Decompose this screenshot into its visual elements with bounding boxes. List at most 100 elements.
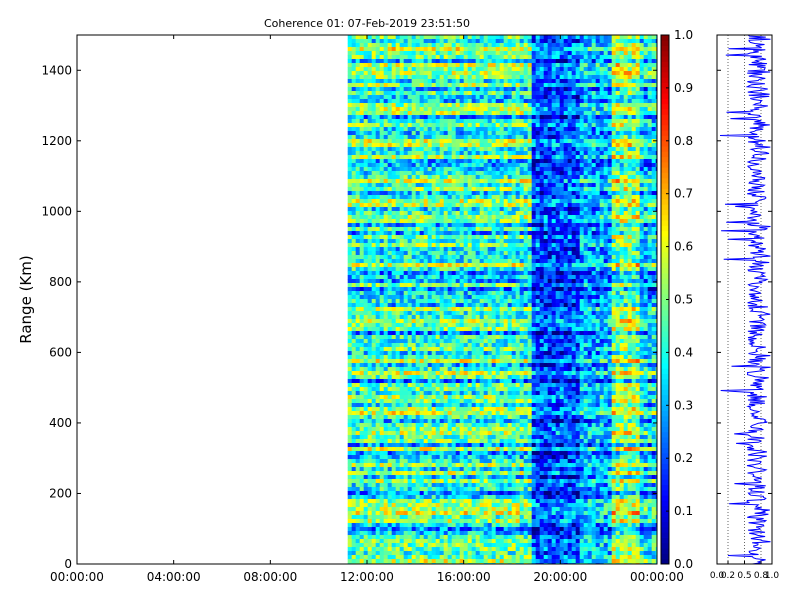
heatmap-cell bbox=[483, 127, 488, 132]
heatmap-cell bbox=[455, 251, 460, 256]
heatmap-cell bbox=[423, 199, 428, 204]
heatmap-cell bbox=[411, 367, 416, 372]
heatmap-cell bbox=[383, 291, 388, 296]
heatmap-cell bbox=[395, 295, 400, 300]
heatmap-cell bbox=[407, 503, 412, 508]
heatmap-cell bbox=[403, 159, 408, 164]
heatmap-cell bbox=[447, 559, 452, 564]
heatmap-cell bbox=[367, 63, 372, 68]
heatmap-cell bbox=[371, 227, 376, 232]
heatmap-cell bbox=[459, 47, 464, 52]
heatmap-cell bbox=[371, 143, 376, 148]
heatmap-cell bbox=[387, 39, 392, 44]
heatmap-cell bbox=[491, 63, 496, 68]
heatmap-cell bbox=[427, 131, 432, 136]
heatmap-cell bbox=[467, 463, 472, 468]
heatmap-cell bbox=[451, 191, 456, 196]
heatmap-cell bbox=[355, 531, 360, 536]
heatmap-cell bbox=[443, 263, 448, 268]
heatmap-cell bbox=[399, 123, 404, 128]
heatmap-cell bbox=[391, 311, 396, 316]
heatmap-cell bbox=[443, 143, 448, 148]
heatmap-cell bbox=[471, 259, 476, 264]
heatmap-cell bbox=[347, 255, 352, 260]
heatmap-cell bbox=[471, 523, 476, 528]
heatmap-cell bbox=[475, 399, 480, 404]
heatmap-cell bbox=[435, 547, 440, 552]
heatmap-cell bbox=[367, 483, 372, 488]
heatmap-cell bbox=[443, 483, 448, 488]
heatmap-cell bbox=[487, 251, 492, 256]
heatmap-cell bbox=[355, 355, 360, 360]
heatmap-cell bbox=[483, 91, 488, 96]
heatmap-cell bbox=[451, 547, 456, 552]
heatmap-cell bbox=[375, 343, 380, 348]
heatmap-cell bbox=[463, 267, 468, 272]
heatmap-cell bbox=[435, 291, 440, 296]
heatmap-cell bbox=[423, 331, 428, 336]
heatmap-cell bbox=[479, 343, 484, 348]
heatmap-cell bbox=[431, 299, 436, 304]
heatmap-cell bbox=[403, 351, 408, 356]
heatmap-cell bbox=[495, 155, 500, 160]
heatmap-cell bbox=[467, 483, 472, 488]
heatmap-cell bbox=[399, 463, 404, 468]
heatmap-cell bbox=[395, 315, 400, 320]
heatmap-cell bbox=[403, 299, 408, 304]
heatmap-cell bbox=[399, 227, 404, 232]
heatmap-cell bbox=[379, 527, 384, 532]
heatmap-cell bbox=[439, 315, 444, 320]
heatmap-cell bbox=[411, 439, 416, 444]
heatmap-cell bbox=[391, 319, 396, 324]
heatmap-cell bbox=[395, 375, 400, 380]
heatmap-cell bbox=[347, 119, 352, 124]
heatmap-cell bbox=[347, 131, 352, 136]
heatmap-cell bbox=[363, 527, 368, 532]
heatmap-cell bbox=[367, 283, 372, 288]
heatmap-cell bbox=[483, 359, 488, 364]
heatmap-cell bbox=[411, 283, 416, 288]
heatmap-cell bbox=[411, 347, 416, 352]
heatmap-cell bbox=[383, 279, 388, 284]
heatmap-cell bbox=[459, 519, 464, 524]
heatmap-cell bbox=[471, 559, 476, 564]
heatmap-cell bbox=[435, 467, 440, 472]
heatmap-cell bbox=[451, 251, 456, 256]
heatmap-cell bbox=[423, 159, 428, 164]
heatmap-cell bbox=[399, 119, 404, 124]
heatmap-cell bbox=[347, 115, 352, 120]
heatmap-cell bbox=[435, 503, 440, 508]
heatmap-cell bbox=[463, 183, 468, 188]
heatmap-cell bbox=[347, 291, 352, 296]
heatmap-cell bbox=[435, 335, 440, 340]
heatmap-cell bbox=[359, 403, 364, 408]
heatmap-cell bbox=[455, 259, 460, 264]
heatmap-cell bbox=[371, 115, 376, 120]
heatmap-cell bbox=[443, 535, 448, 540]
heatmap-cell bbox=[435, 195, 440, 200]
heatmap-cell bbox=[471, 475, 476, 480]
heatmap-cell bbox=[431, 79, 436, 84]
heatmap-cell bbox=[443, 463, 448, 468]
heatmap-cell bbox=[395, 179, 400, 184]
heatmap-cell bbox=[427, 471, 432, 476]
heatmap-cell bbox=[475, 167, 480, 172]
heatmap-cell bbox=[475, 267, 480, 272]
heatmap-cell bbox=[455, 371, 460, 376]
heatmap-cell bbox=[427, 243, 432, 248]
heatmap-cell bbox=[467, 227, 472, 232]
heatmap-cell bbox=[375, 451, 380, 456]
heatmap-cell bbox=[455, 35, 460, 40]
heatmap-cell bbox=[483, 247, 488, 252]
heatmap-cell bbox=[463, 507, 468, 512]
heatmap-cell bbox=[487, 559, 492, 564]
heatmap-cell bbox=[471, 143, 476, 148]
heatmap-cell bbox=[427, 195, 432, 200]
heatmap-cell bbox=[375, 203, 380, 208]
heatmap-cell bbox=[427, 447, 432, 452]
heatmap-cell bbox=[423, 423, 428, 428]
heatmap-cell bbox=[491, 551, 496, 556]
heatmap-cell bbox=[407, 35, 412, 40]
heatmap-cell bbox=[487, 39, 492, 44]
heatmap-cell bbox=[479, 239, 484, 244]
